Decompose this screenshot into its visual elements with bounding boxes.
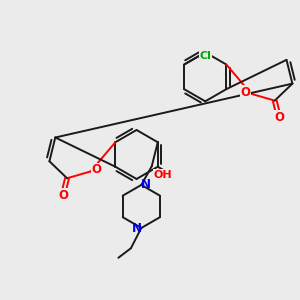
Text: O: O [241,86,251,99]
Text: N: N [132,222,142,235]
Text: O: O [92,164,102,176]
Text: OH: OH [153,170,172,180]
Text: N: N [141,178,151,191]
Text: O: O [274,111,284,124]
Text: Cl: Cl [200,51,211,61]
Text: O: O [58,189,68,202]
